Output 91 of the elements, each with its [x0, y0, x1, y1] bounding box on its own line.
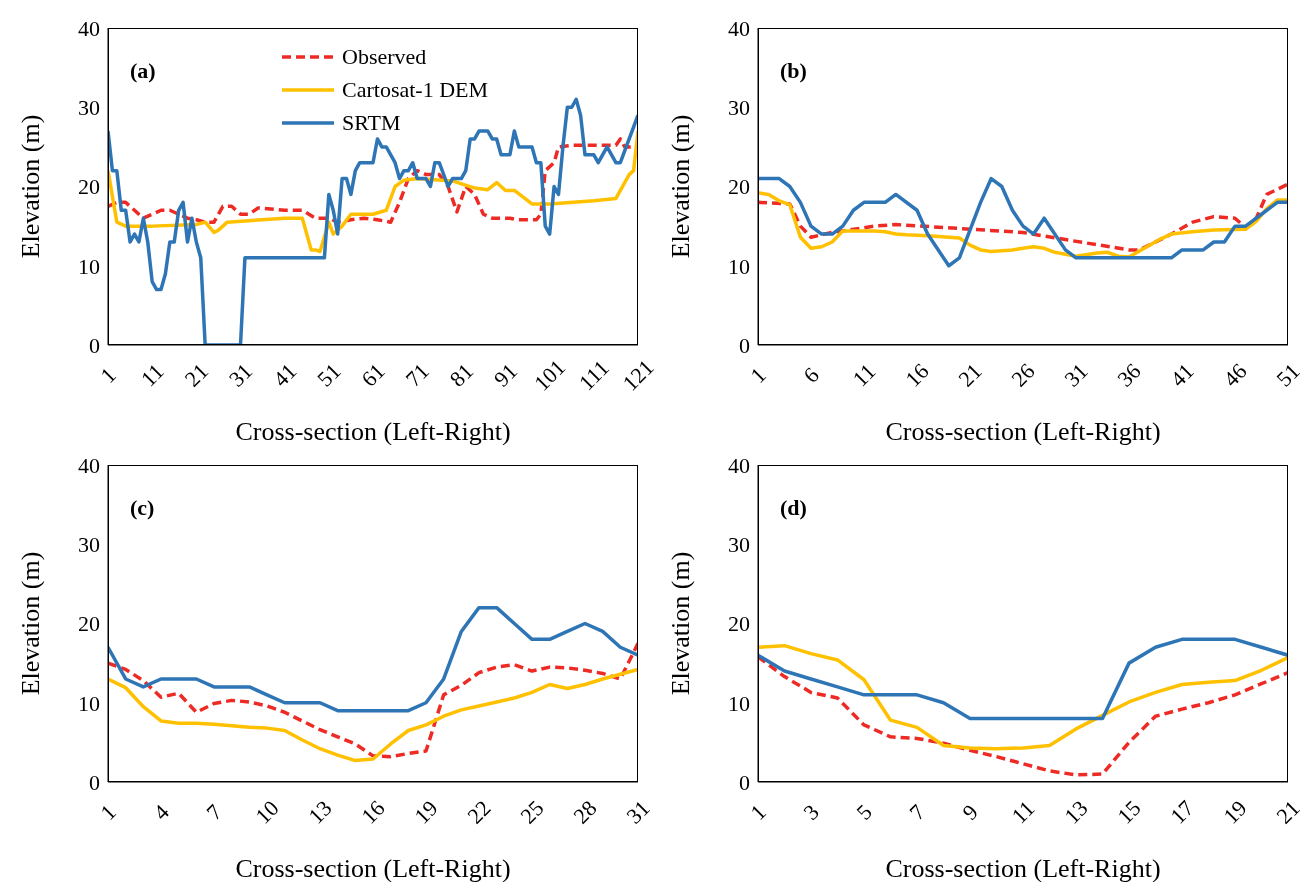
x-tick-label: 21	[953, 358, 987, 392]
line-series	[758, 176, 1288, 268]
x-tick-label: 19	[1218, 795, 1252, 829]
x-tick-label: 1	[95, 799, 121, 825]
x-tick-label: 51	[312, 358, 346, 392]
x-tick-label: 46	[1218, 358, 1252, 392]
y-tick-label: 0	[739, 332, 750, 358]
x-tick-label: 5	[851, 799, 877, 825]
y-tick-label: 30	[78, 95, 100, 121]
y-tick-label: 20	[78, 611, 100, 637]
x-tick-label: 28	[568, 795, 602, 829]
x-tick-label: 13	[1059, 795, 1093, 829]
x-tick-label: 7	[201, 799, 227, 825]
x-tick-label: 36	[1112, 358, 1146, 392]
x-tick-label: 31	[621, 795, 655, 829]
y-tick-label: 30	[78, 532, 100, 558]
legend-label: SRTM	[342, 109, 401, 136]
y-tick-label: 40	[78, 15, 100, 41]
line-series	[758, 643, 1288, 751]
y-tick-label: 40	[78, 452, 100, 478]
line-series	[758, 191, 1288, 259]
legend-label: Observed	[342, 43, 427, 70]
x-tick-label: 10	[250, 795, 284, 829]
line-series	[108, 129, 638, 254]
x-tick-label: 1	[745, 362, 771, 388]
x-tick-label: 121	[617, 354, 659, 396]
text: (d)	[780, 495, 807, 521]
y-tick-label: 20	[728, 174, 750, 200]
line-series	[108, 641, 638, 759]
x-tick-label: 41	[1165, 358, 1199, 392]
x-tick-label: 19	[409, 795, 443, 829]
x-tick-label: 81	[444, 358, 478, 392]
y-tick-label: 40	[728, 15, 750, 41]
x-tick-label: 15	[1112, 795, 1146, 829]
x-tick-label: 16	[900, 358, 934, 392]
x-tick-label: 7	[904, 799, 930, 825]
text: (a)	[130, 58, 156, 84]
y-tick-label: 0	[89, 332, 100, 358]
x-tick-label: 71	[400, 358, 434, 392]
x-axis-title: Cross-section (Left-Right)	[235, 854, 511, 883]
x-tick-label: 111	[573, 355, 614, 395]
x-tick-label: 11	[135, 358, 169, 392]
x-tick-label: 21	[1271, 795, 1305, 829]
line-series	[108, 667, 638, 763]
line-series	[758, 182, 1288, 252]
x-tick-label: 13	[303, 795, 337, 829]
y-tick-label: 20	[78, 174, 100, 200]
y-axis-title: Elevation (m)	[666, 551, 696, 696]
y-tick-label: 0	[739, 769, 750, 795]
x-tick-label: 6	[798, 362, 824, 388]
x-tick-label: 26	[1006, 358, 1040, 392]
x-tick-label: 22	[462, 795, 496, 829]
y-tick-label: 0	[89, 769, 100, 795]
y-axis-title: Elevation (m)	[16, 114, 46, 259]
y-tick-label: 30	[728, 532, 750, 558]
x-tick-label: 16	[356, 795, 390, 829]
x-tick-label: 21	[179, 358, 213, 392]
x-tick-label: 25	[515, 795, 549, 829]
y-axis-title: Elevation (m)	[16, 551, 46, 696]
x-tick-label: 31	[223, 358, 258, 392]
legend-label: Cartosat-1 DEM	[342, 76, 489, 103]
x-tick-label: 51	[1271, 358, 1305, 392]
y-tick-label: 10	[728, 690, 750, 716]
text: (c)	[130, 495, 155, 521]
line-series	[108, 605, 638, 713]
x-tick-label: 11	[1006, 795, 1040, 829]
y-tick-label: 10	[78, 690, 100, 716]
y-tick-label: 30	[728, 95, 750, 121]
y-tick-label: 40	[728, 452, 750, 478]
x-tick-label: 1	[95, 362, 121, 388]
x-axis-title: Cross-section (Left-Right)	[885, 854, 1161, 883]
line-series	[758, 655, 1288, 777]
x-tick-label: 17	[1165, 795, 1199, 829]
x-tick-label: 4	[148, 799, 174, 825]
y-tick-label: 10	[728, 253, 750, 279]
x-tick-label: 101	[529, 354, 571, 396]
y-tick-label: 10	[78, 253, 100, 279]
x-tick-label: 3	[798, 799, 824, 825]
text: (b)	[780, 58, 807, 84]
x-tick-label: 1	[745, 799, 771, 825]
x-tick-label: 9	[957, 799, 983, 825]
x-tick-label: 61	[356, 358, 390, 392]
x-tick-label: 31	[1059, 358, 1093, 392]
x-tick-label: 91	[488, 358, 523, 392]
x-axis-title: Cross-section (Left-Right)	[885, 417, 1161, 446]
line-series	[758, 637, 1288, 721]
x-axis-title: Cross-section (Left-Right)	[235, 417, 511, 446]
y-tick-label: 20	[728, 611, 750, 637]
x-tick-label: 41	[268, 358, 302, 392]
x-tick-label: 11	[847, 358, 881, 392]
y-axis-title: Elevation (m)	[666, 114, 696, 259]
